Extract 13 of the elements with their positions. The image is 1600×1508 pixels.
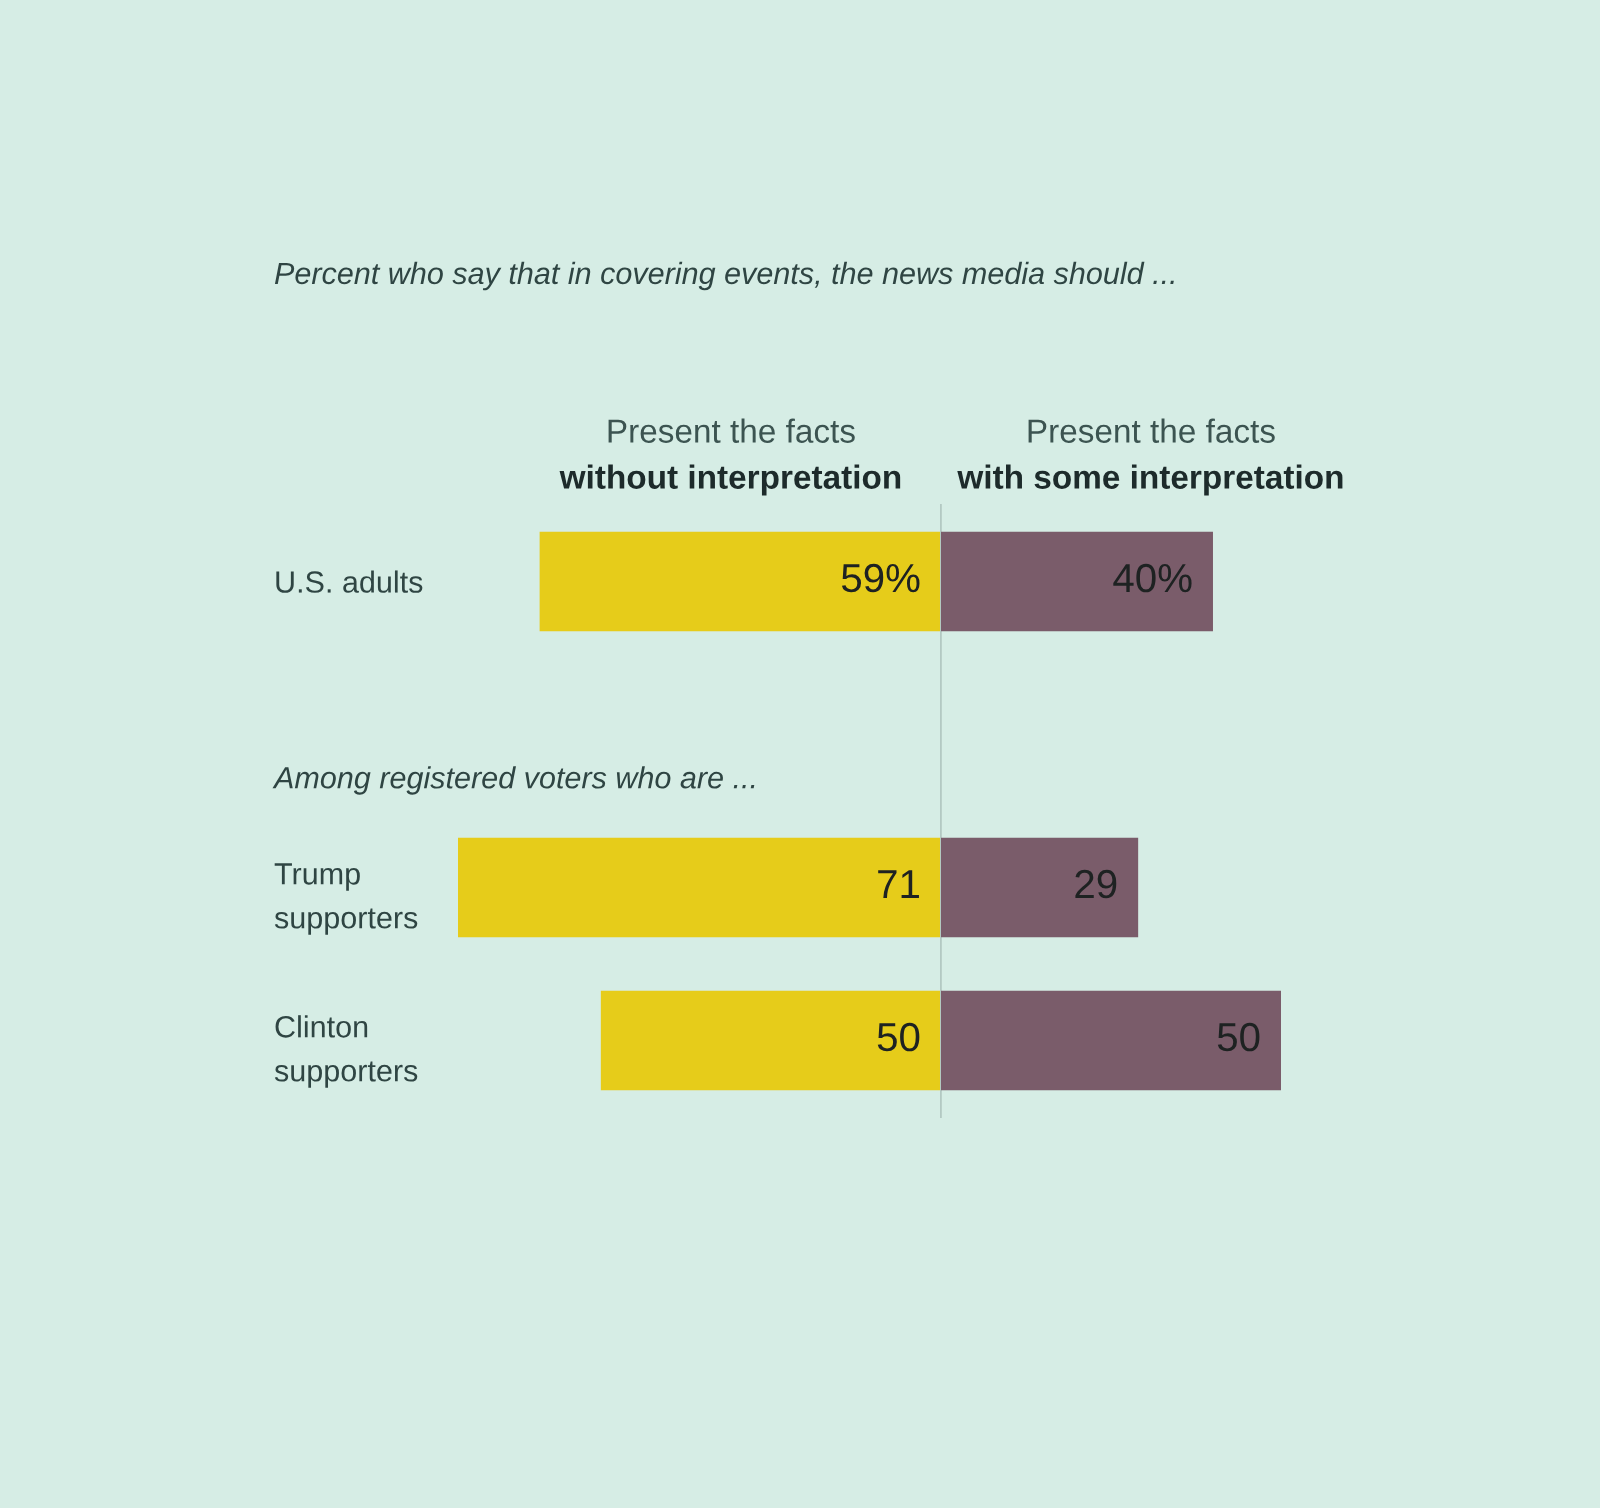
data-label: 71 xyxy=(878,870,919,898)
data-label: 40% xyxy=(1113,563,1192,593)
data-label: 50 xyxy=(877,1022,920,1052)
y-tick-label: U.S. adults xyxy=(276,570,423,593)
y-tick-label: Trump supporters xyxy=(274,863,418,935)
data-label: 50 xyxy=(1217,1022,1260,1052)
data-label: 59% xyxy=(841,563,920,593)
series-label: Present the facts with some interpretation xyxy=(957,418,1343,496)
annotation: Among registered voters who are ... xyxy=(272,766,755,795)
series-label: Present the facts without interpretation xyxy=(559,418,901,496)
data-label: 29 xyxy=(1075,869,1117,899)
chart-title: Percent who say that in covering events, the news media should ... xyxy=(274,261,1174,291)
y-tick-label: Clinton supporters xyxy=(274,1015,418,1088)
